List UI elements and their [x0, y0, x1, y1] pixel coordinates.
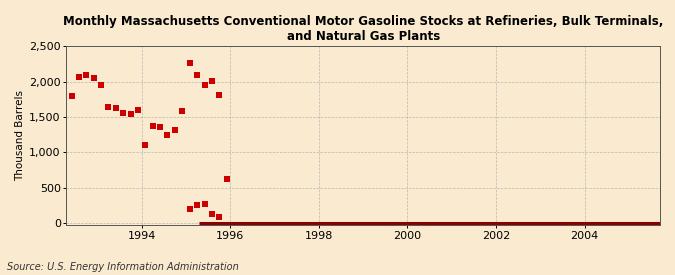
- Point: [81, 72, 92, 77]
- Point: [95, 82, 106, 87]
- Point: [117, 111, 128, 115]
- Title: Monthly Massachusetts Conventional Motor Gasoline Stocks at Refineries, Bulk Ter: Monthly Massachusetts Conventional Motor…: [63, 15, 664, 43]
- Point: [214, 93, 225, 97]
- Point: [199, 82, 210, 87]
- Point: [133, 108, 144, 112]
- Point: [199, 202, 210, 206]
- Point: [66, 94, 77, 98]
- Point: [162, 133, 173, 137]
- Point: [140, 143, 151, 147]
- Point: [74, 75, 84, 80]
- Point: [177, 109, 188, 114]
- Point: [221, 177, 232, 182]
- Text: Source: U.S. Energy Information Administration: Source: U.S. Energy Information Administ…: [7, 262, 238, 272]
- Point: [125, 112, 136, 116]
- Y-axis label: Thousand Barrels: Thousand Barrels: [15, 90, 25, 181]
- Point: [192, 72, 202, 77]
- Point: [147, 123, 158, 128]
- Point: [184, 60, 195, 65]
- Point: [207, 212, 217, 216]
- Point: [177, 109, 188, 114]
- Point: [207, 79, 217, 83]
- Point: [155, 125, 165, 129]
- Point: [184, 207, 195, 211]
- Point: [103, 105, 114, 109]
- Point: [192, 203, 202, 207]
- Point: [88, 76, 99, 80]
- Point: [111, 106, 122, 110]
- Point: [214, 214, 225, 219]
- Point: [169, 128, 180, 133]
